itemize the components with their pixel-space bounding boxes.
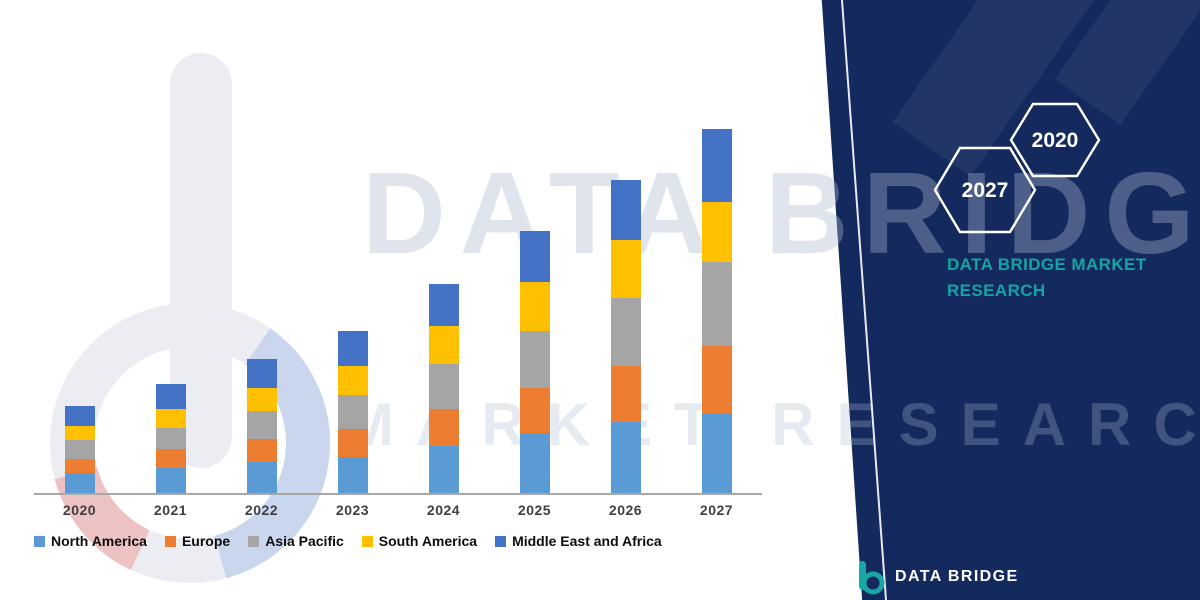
bar-group-2024 [398,283,489,493]
bar-segment-south-america [337,365,368,395]
hexagon-2027-label: 2027 [962,179,1009,202]
legend-item-south-america: South America [361,533,478,549]
stacked-bar-2024 [428,283,459,493]
legend-label-middle-east-and-africa: Middle East and Africa [512,533,662,549]
bar-segment-europe [64,458,95,473]
stacked-bar-chart: 2020 2021 2022 2023 2024 2025 2026 2027 North A… [34,93,762,549]
bar-group-2020 [34,405,125,493]
bar-segment-north-america [337,456,368,493]
footer-brand-text: DATA BRIDGE [895,568,1019,585]
bar-group-2023 [307,331,398,493]
hexagon-badges: 2027 2020 [933,102,1101,234]
legend-item-middle-east-and-africa: Middle East and Africa [495,533,662,549]
bar-segment-asia-pacific [519,331,550,388]
bar-segment-south-america [155,409,186,428]
x-tick-2022: 2022 [244,502,279,518]
legend-label-asia-pacific: Asia Pacific [265,533,344,549]
legend-swatch-asia-pacific [248,535,260,547]
bar-segment-asia-pacific [610,298,641,366]
bar-segment-north-america [64,473,95,493]
bar-segment-south-america [701,202,732,263]
bar-segment-europe [155,449,186,468]
bar-segment-north-america [155,467,186,493]
hexagon-2020-label: 2020 [1032,129,1079,152]
x-tick-2026: 2026 [608,502,643,518]
bar-segment-middle-east-and-africa [246,358,277,388]
legend-swatch-middle-east-and-africa [495,535,507,547]
stacked-bar-2027 [701,129,732,493]
bar-group-2025 [489,231,580,493]
bar-group-2022 [216,358,307,493]
bar-segment-europe [701,345,732,413]
legend-label-north-america: North America [51,533,147,549]
bar-segment-europe [610,365,641,423]
bar-segment-europe [519,387,550,433]
bar-segment-north-america [701,413,732,493]
stacked-bar-2021 [155,383,186,493]
bar-segment-middle-east-and-africa [610,180,641,241]
legend-item-north-america: North America [34,533,147,549]
bar-segment-south-america [246,387,277,412]
bar-segment-europe [246,438,277,463]
x-tick-2020: 2020 [62,502,97,518]
bar-segment-europe [428,409,459,446]
bar-segment-asia-pacific [155,427,186,450]
stacked-bar-2025 [519,231,550,493]
bar-segment-south-america [428,325,459,364]
stacked-bar-2026 [610,180,641,493]
x-tick-2021: 2021 [153,502,188,518]
bar-segment-asia-pacific [337,394,368,430]
stacked-bar-2020 [64,405,95,493]
legend-label-south-america: South America [378,533,478,549]
bar-segment-asia-pacific [428,363,459,410]
bar-segment-north-america [519,433,550,493]
legend-item-europe: Europe [164,533,231,549]
stacked-bar-2023 [337,331,368,493]
bar-group-2027 [671,129,762,493]
x-tick-2027: 2027 [699,502,734,518]
bar-segment-south-america [64,425,95,441]
legend-swatch-south-america [361,535,373,547]
bar-segment-middle-east-and-africa [428,283,459,326]
bar-segment-middle-east-and-africa [64,405,95,426]
bar-segment-middle-east-and-africa [155,383,186,410]
legend-item-asia-pacific: Asia Pacific [248,533,344,549]
footer-b-logo-icon [859,561,885,595]
footer-brand: DATA BRIDGE [856,559,1019,595]
legend-swatch-north-america [34,535,45,547]
bar-segment-asia-pacific [246,411,277,439]
hexagon-2027 [933,146,1037,234]
x-tick-2023: 2023 [335,502,370,518]
stacked-bar-2022 [246,358,277,493]
x-tick-2024: 2024 [426,502,461,518]
bar-segment-asia-pacific [701,262,732,346]
plot-area [34,93,762,495]
x-axis: 2020 2021 2022 2023 2024 2025 2026 2027 [34,495,762,518]
legend-label-europe: Europe [181,533,231,549]
bar-segment-south-america [610,240,641,299]
bar-segment-south-america [519,282,550,332]
legend: North America Europe Asia Pacific South Ame… [34,533,762,549]
tagline-line1: DATA BRIDGE MARKET [947,255,1147,274]
bar-group-2026 [580,180,671,493]
bar-segment-middle-east-and-africa [519,231,550,283]
tagline-line2: RESEARCH [947,281,1046,301]
bar-segment-asia-pacific [64,440,95,459]
bar-segment-middle-east-and-africa [701,129,732,203]
bar-segment-middle-east-and-africa [337,331,368,366]
bar-segment-europe [337,429,368,457]
bar-segment-north-america [428,445,459,493]
bar-segment-north-america [610,422,641,493]
legend-swatch-europe [164,535,176,547]
panel-tagline: DATA BRIDGE MARKET RESEARCH [947,252,1147,305]
x-tick-2025: 2025 [517,502,552,518]
hexagon-2020 [1009,102,1101,178]
bar-segment-north-america [246,462,277,493]
bar-group-2021 [125,383,216,493]
